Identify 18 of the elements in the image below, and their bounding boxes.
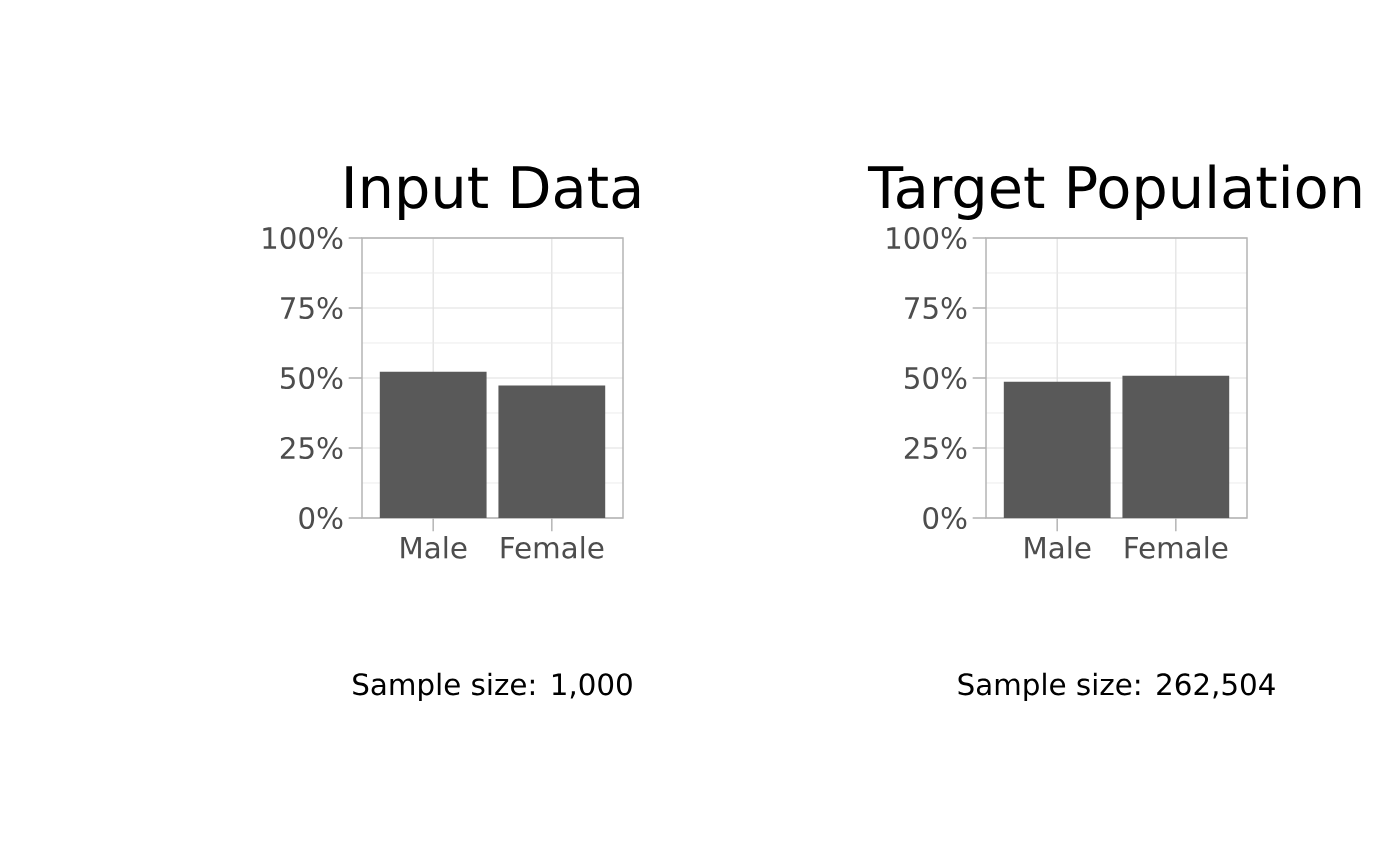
- y-tick-label: 50%: [281, 366, 343, 390]
- y-tick-label: 100%: [887, 226, 967, 250]
- y-tick-label: 50%: [905, 366, 967, 390]
- y-tick-label: 75%: [905, 296, 967, 320]
- y-tick-label: 25%: [904, 436, 967, 460]
- chart-title: Target Population: [867, 164, 1361, 220]
- text: Sample size: 262,504: [958, 672, 1275, 702]
- x-tick-label: Male: [1025, 536, 1091, 559]
- y-tick-label: 100%: [263, 226, 343, 250]
- text: Sample size: 1,000: [353, 672, 632, 702]
- y-tick-label: 75%: [281, 296, 343, 320]
- y-tick-label: 0%: [299, 506, 343, 530]
- chart-title: Input Data: [346, 166, 640, 220]
- x-tick-label: Female: [1125, 536, 1228, 559]
- x-tick-label: Male: [401, 536, 467, 559]
- y-tick-label: 25%: [280, 436, 343, 460]
- x-tick-label: Female: [501, 536, 604, 559]
- y-tick-label: 0%: [923, 506, 967, 530]
